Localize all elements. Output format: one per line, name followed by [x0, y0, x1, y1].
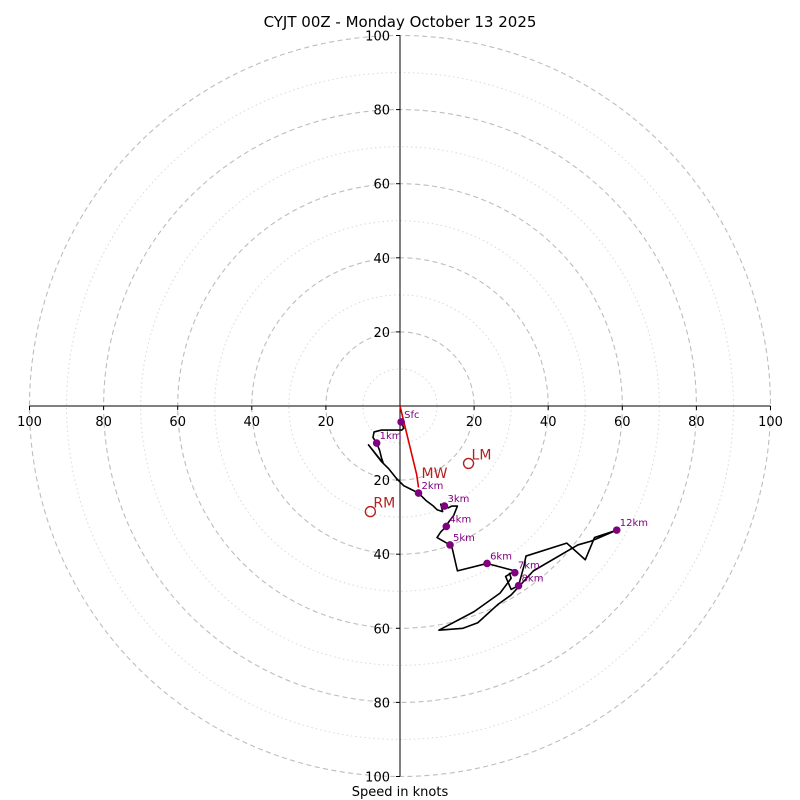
- y-tick-label: 20: [373, 326, 390, 341]
- storm-motion-mw-label: MW: [422, 466, 448, 482]
- storm-motion-lm-label: LM: [472, 447, 492, 463]
- x-tick-label: 20: [318, 415, 335, 430]
- height-marker-label: 12km: [620, 518, 648, 529]
- y-tick-label: 60: [373, 622, 390, 637]
- storm-motion-rm-label: RM: [373, 496, 395, 512]
- x-tick-label: 60: [614, 415, 631, 430]
- height-marker-5km: [446, 541, 454, 549]
- height-marker-label: 2km: [422, 481, 444, 492]
- mean-wind-vector: [399, 405, 420, 488]
- x-tick-label: 20: [466, 415, 483, 430]
- height-marker-6km: [483, 559, 491, 568]
- height-marker-label: 4km: [449, 514, 471, 525]
- mean-wind-line: [399, 405, 420, 488]
- height-marker-label: 6km: [490, 551, 512, 562]
- height-marker-label: Sfc: [404, 410, 419, 421]
- height-marker-label: 5km: [453, 533, 475, 544]
- height-marker-sfc: [397, 418, 405, 426]
- tick-labels: 100 80 60 40 20 20 40 60 80 100 100 80 60 40 20 20 40 60 8…: [17, 30, 783, 786]
- height-marker-1km: [372, 439, 381, 447]
- y-tick-label: 80: [373, 696, 390, 711]
- height-marker-3km: [440, 502, 449, 510]
- x-tick-label: 40: [244, 415, 261, 430]
- x-tick-label: 80: [95, 415, 112, 430]
- height-marker-label: 1km: [380, 431, 402, 442]
- height-marker-12km: [612, 526, 621, 534]
- y-tick-label: 80: [373, 104, 390, 119]
- y-tick-label: 20: [373, 474, 390, 489]
- y-tick-label: 60: [373, 178, 390, 193]
- height-marker-label: 8km: [522, 574, 544, 585]
- height-marker-7km: [511, 568, 519, 577]
- x-tick-label: 80: [688, 415, 705, 430]
- chart-title: CYJT 00Z - Monday October 13 2025: [264, 13, 537, 31]
- y-tick-label: 40: [373, 548, 390, 563]
- x-tick-label: 40: [540, 415, 557, 430]
- y-tick-label: 100: [365, 30, 390, 45]
- x-tick-label: 100: [758, 415, 783, 430]
- x-tick-label: 100: [17, 415, 42, 430]
- storm-motion-lm-marker: [462, 457, 475, 470]
- x-axis-label: Speed in knots: [352, 785, 449, 800]
- hodograph-line: [367, 420, 618, 631]
- storm-motion-rm-marker: [364, 505, 377, 518]
- height-marker-2km: [414, 489, 423, 497]
- storm-motion-markers: LM RM MW: [364, 447, 492, 518]
- x-tick-label: 60: [169, 415, 186, 430]
- y-tick-label: 40: [373, 252, 390, 267]
- height-marker-label: 7km: [518, 561, 540, 572]
- height-marker-8km: [514, 581, 523, 590]
- y-tick-label: 100: [365, 771, 390, 786]
- height-marker-label: 3km: [447, 494, 469, 505]
- height-marker-4km: [442, 522, 451, 531]
- hodograph-trace: [367, 420, 618, 631]
